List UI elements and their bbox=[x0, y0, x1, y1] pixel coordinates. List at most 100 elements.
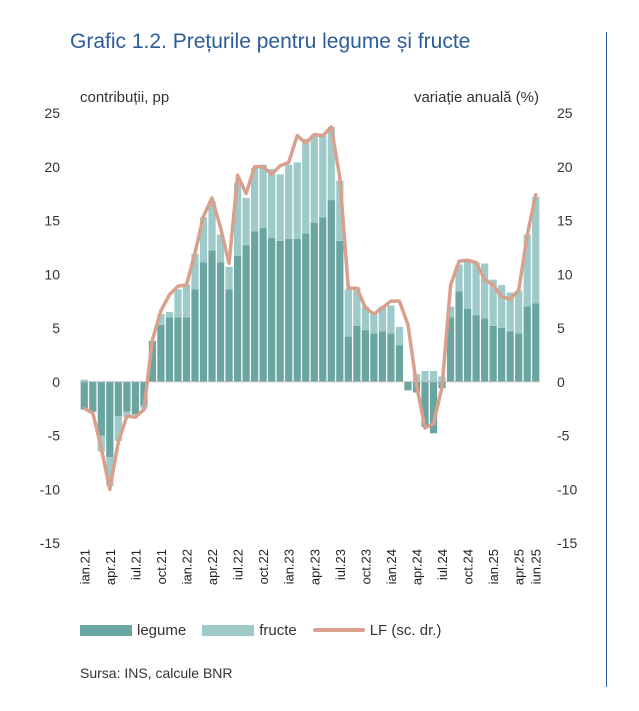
y-tick-right: -10 bbox=[557, 481, 577, 497]
bar-legume bbox=[361, 330, 369, 382]
y-tick-right: -5 bbox=[557, 428, 570, 444]
bar-legume bbox=[268, 237, 276, 382]
bar-fructe bbox=[446, 306, 455, 318]
bar-legume bbox=[429, 381, 438, 434]
x-tick-label: iul.23 bbox=[333, 549, 348, 580]
bar-legume bbox=[208, 250, 216, 382]
bar-fructe bbox=[344, 289, 352, 337]
bar-legume bbox=[489, 325, 497, 382]
x-tick-label: oct.21 bbox=[154, 549, 169, 584]
bar-fructe bbox=[131, 414, 139, 416]
bar-legume bbox=[463, 308, 472, 382]
bar-legume bbox=[481, 318, 489, 382]
x-tick-label: iul.24 bbox=[435, 549, 450, 580]
bar-legume bbox=[302, 233, 310, 382]
bar-legume bbox=[353, 325, 361, 382]
x-tick-label: ian.25 bbox=[486, 549, 501, 584]
legend-swatch-lf bbox=[312, 628, 365, 632]
bar-fructe bbox=[429, 371, 438, 382]
bar-fructe bbox=[481, 263, 489, 319]
y-tick-right: 25 bbox=[557, 105, 573, 121]
x-tick-label: oct.24 bbox=[461, 549, 476, 584]
x-tick-label: iul.22 bbox=[231, 549, 246, 580]
legend-item-fructe: fructe bbox=[202, 622, 297, 639]
y-tick-left: 10 bbox=[44, 266, 60, 282]
bars-group bbox=[80, 126, 540, 487]
bar-legume bbox=[327, 200, 335, 382]
bar-fructe bbox=[310, 134, 318, 223]
y-tick-right: 10 bbox=[557, 266, 573, 282]
bar-fructe bbox=[472, 262, 480, 316]
bar-legume bbox=[532, 303, 540, 382]
bar-fructe bbox=[114, 416, 122, 441]
bar-fructe bbox=[336, 180, 344, 241]
bar-fructe bbox=[378, 306, 387, 332]
bar-legume bbox=[387, 333, 395, 382]
bar-fructe bbox=[268, 168, 276, 238]
bar-legume bbox=[378, 331, 387, 382]
x-tick-label: apr.23 bbox=[307, 549, 322, 585]
bar-legume bbox=[498, 328, 506, 382]
bar-legume bbox=[140, 381, 148, 406]
bar-legume bbox=[216, 262, 225, 382]
bar-legume bbox=[174, 317, 182, 382]
y-tick-left: 25 bbox=[44, 105, 60, 121]
legend: legume fructe LF (sc. dr.) bbox=[80, 619, 457, 641]
bar-fructe bbox=[498, 285, 506, 328]
bar-legume bbox=[225, 289, 233, 382]
bar-fructe bbox=[191, 253, 199, 290]
bar-fructe bbox=[216, 234, 225, 263]
bar-fructe bbox=[463, 261, 472, 309]
lf-line bbox=[82, 125, 538, 492]
bar-legume bbox=[395, 345, 404, 382]
bar-legume bbox=[472, 315, 480, 382]
divider-line bbox=[606, 32, 607, 687]
x-tick-label: apr.25 bbox=[512, 549, 527, 585]
x-tick-label: oct.22 bbox=[256, 549, 271, 584]
bar-legume bbox=[80, 381, 88, 410]
bar-fructe bbox=[387, 305, 395, 334]
bar-fructe bbox=[489, 279, 497, 326]
x-tick-label: apr.24 bbox=[409, 549, 424, 585]
bar-fructe bbox=[370, 311, 378, 334]
legend-label-fructe: fructe bbox=[259, 621, 297, 639]
bar-fructe bbox=[251, 167, 259, 232]
y-tick-left: -15 bbox=[40, 535, 60, 551]
bar-fructe bbox=[259, 164, 267, 229]
y-tick-left: 15 bbox=[44, 213, 60, 229]
y-tick-right: 5 bbox=[557, 320, 565, 336]
bar-legume bbox=[293, 238, 301, 382]
x-axis: ian.21 apr.21 iul.21 oct.21 ian.22 apr.22 iul.… bbox=[77, 549, 543, 585]
bar-fructe bbox=[515, 290, 523, 334]
y-tick-right: -15 bbox=[557, 535, 577, 551]
bar-legume bbox=[455, 291, 463, 382]
chart-title: Grafic 1.2. Prețurile pentru legume și f… bbox=[70, 30, 471, 53]
legend-swatch-legume bbox=[80, 624, 132, 636]
bar-legume bbox=[233, 255, 242, 382]
bar-legume bbox=[259, 228, 267, 382]
bar-fructe bbox=[455, 264, 463, 292]
bar-fructe bbox=[395, 326, 404, 346]
y-axis-right: -15 -10 -5 0 5 10 15 20 25 bbox=[557, 105, 577, 551]
bar-fructe bbox=[174, 289, 182, 318]
y-tick-left: 5 bbox=[52, 320, 60, 336]
bar-fructe bbox=[506, 292, 514, 332]
x-tick-label: apr.21 bbox=[103, 549, 118, 585]
bar-legume bbox=[89, 381, 97, 412]
bar-legume bbox=[182, 317, 191, 382]
bar-legume bbox=[148, 340, 157, 382]
y-tick-left: 20 bbox=[44, 159, 60, 175]
legend-item-legume: legume bbox=[80, 622, 186, 639]
y-tick-right: 0 bbox=[557, 374, 565, 390]
bar-legume bbox=[285, 238, 293, 382]
bar-fructe bbox=[327, 126, 335, 201]
bar-fructe bbox=[361, 306, 369, 331]
x-tick-label: iun.25 bbox=[529, 549, 544, 584]
bar-legume bbox=[97, 381, 105, 436]
bar-legume bbox=[446, 317, 455, 382]
legend-item-lf: LF (sc. dr.) bbox=[312, 622, 441, 639]
bar-fructe bbox=[80, 379, 88, 382]
bar-fructe bbox=[353, 287, 361, 326]
bar-fructe bbox=[157, 314, 165, 325]
bar-fructe bbox=[276, 174, 284, 241]
